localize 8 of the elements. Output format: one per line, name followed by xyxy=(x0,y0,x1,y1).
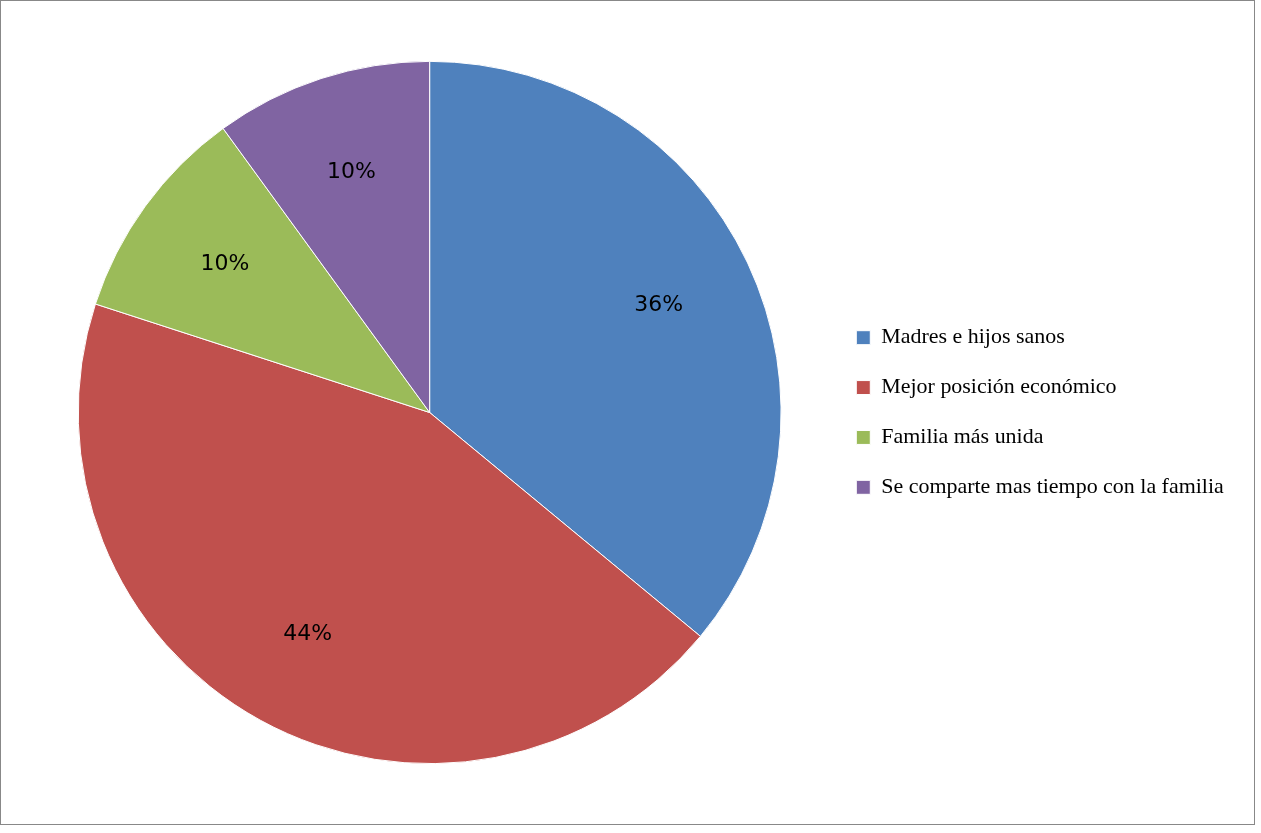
data-label: 36% xyxy=(634,290,683,316)
data-label: 10% xyxy=(327,157,376,183)
data-label: 44% xyxy=(283,619,333,645)
legend-label: Mejor posición económico xyxy=(881,373,1117,399)
legend-label: Se comparte mas tiempo con la familia xyxy=(881,473,1225,499)
legend-label: Familia más unida xyxy=(881,423,1044,449)
legend-label: Madres e hijos sanos xyxy=(881,323,1065,349)
data-label: 10% xyxy=(200,249,250,275)
